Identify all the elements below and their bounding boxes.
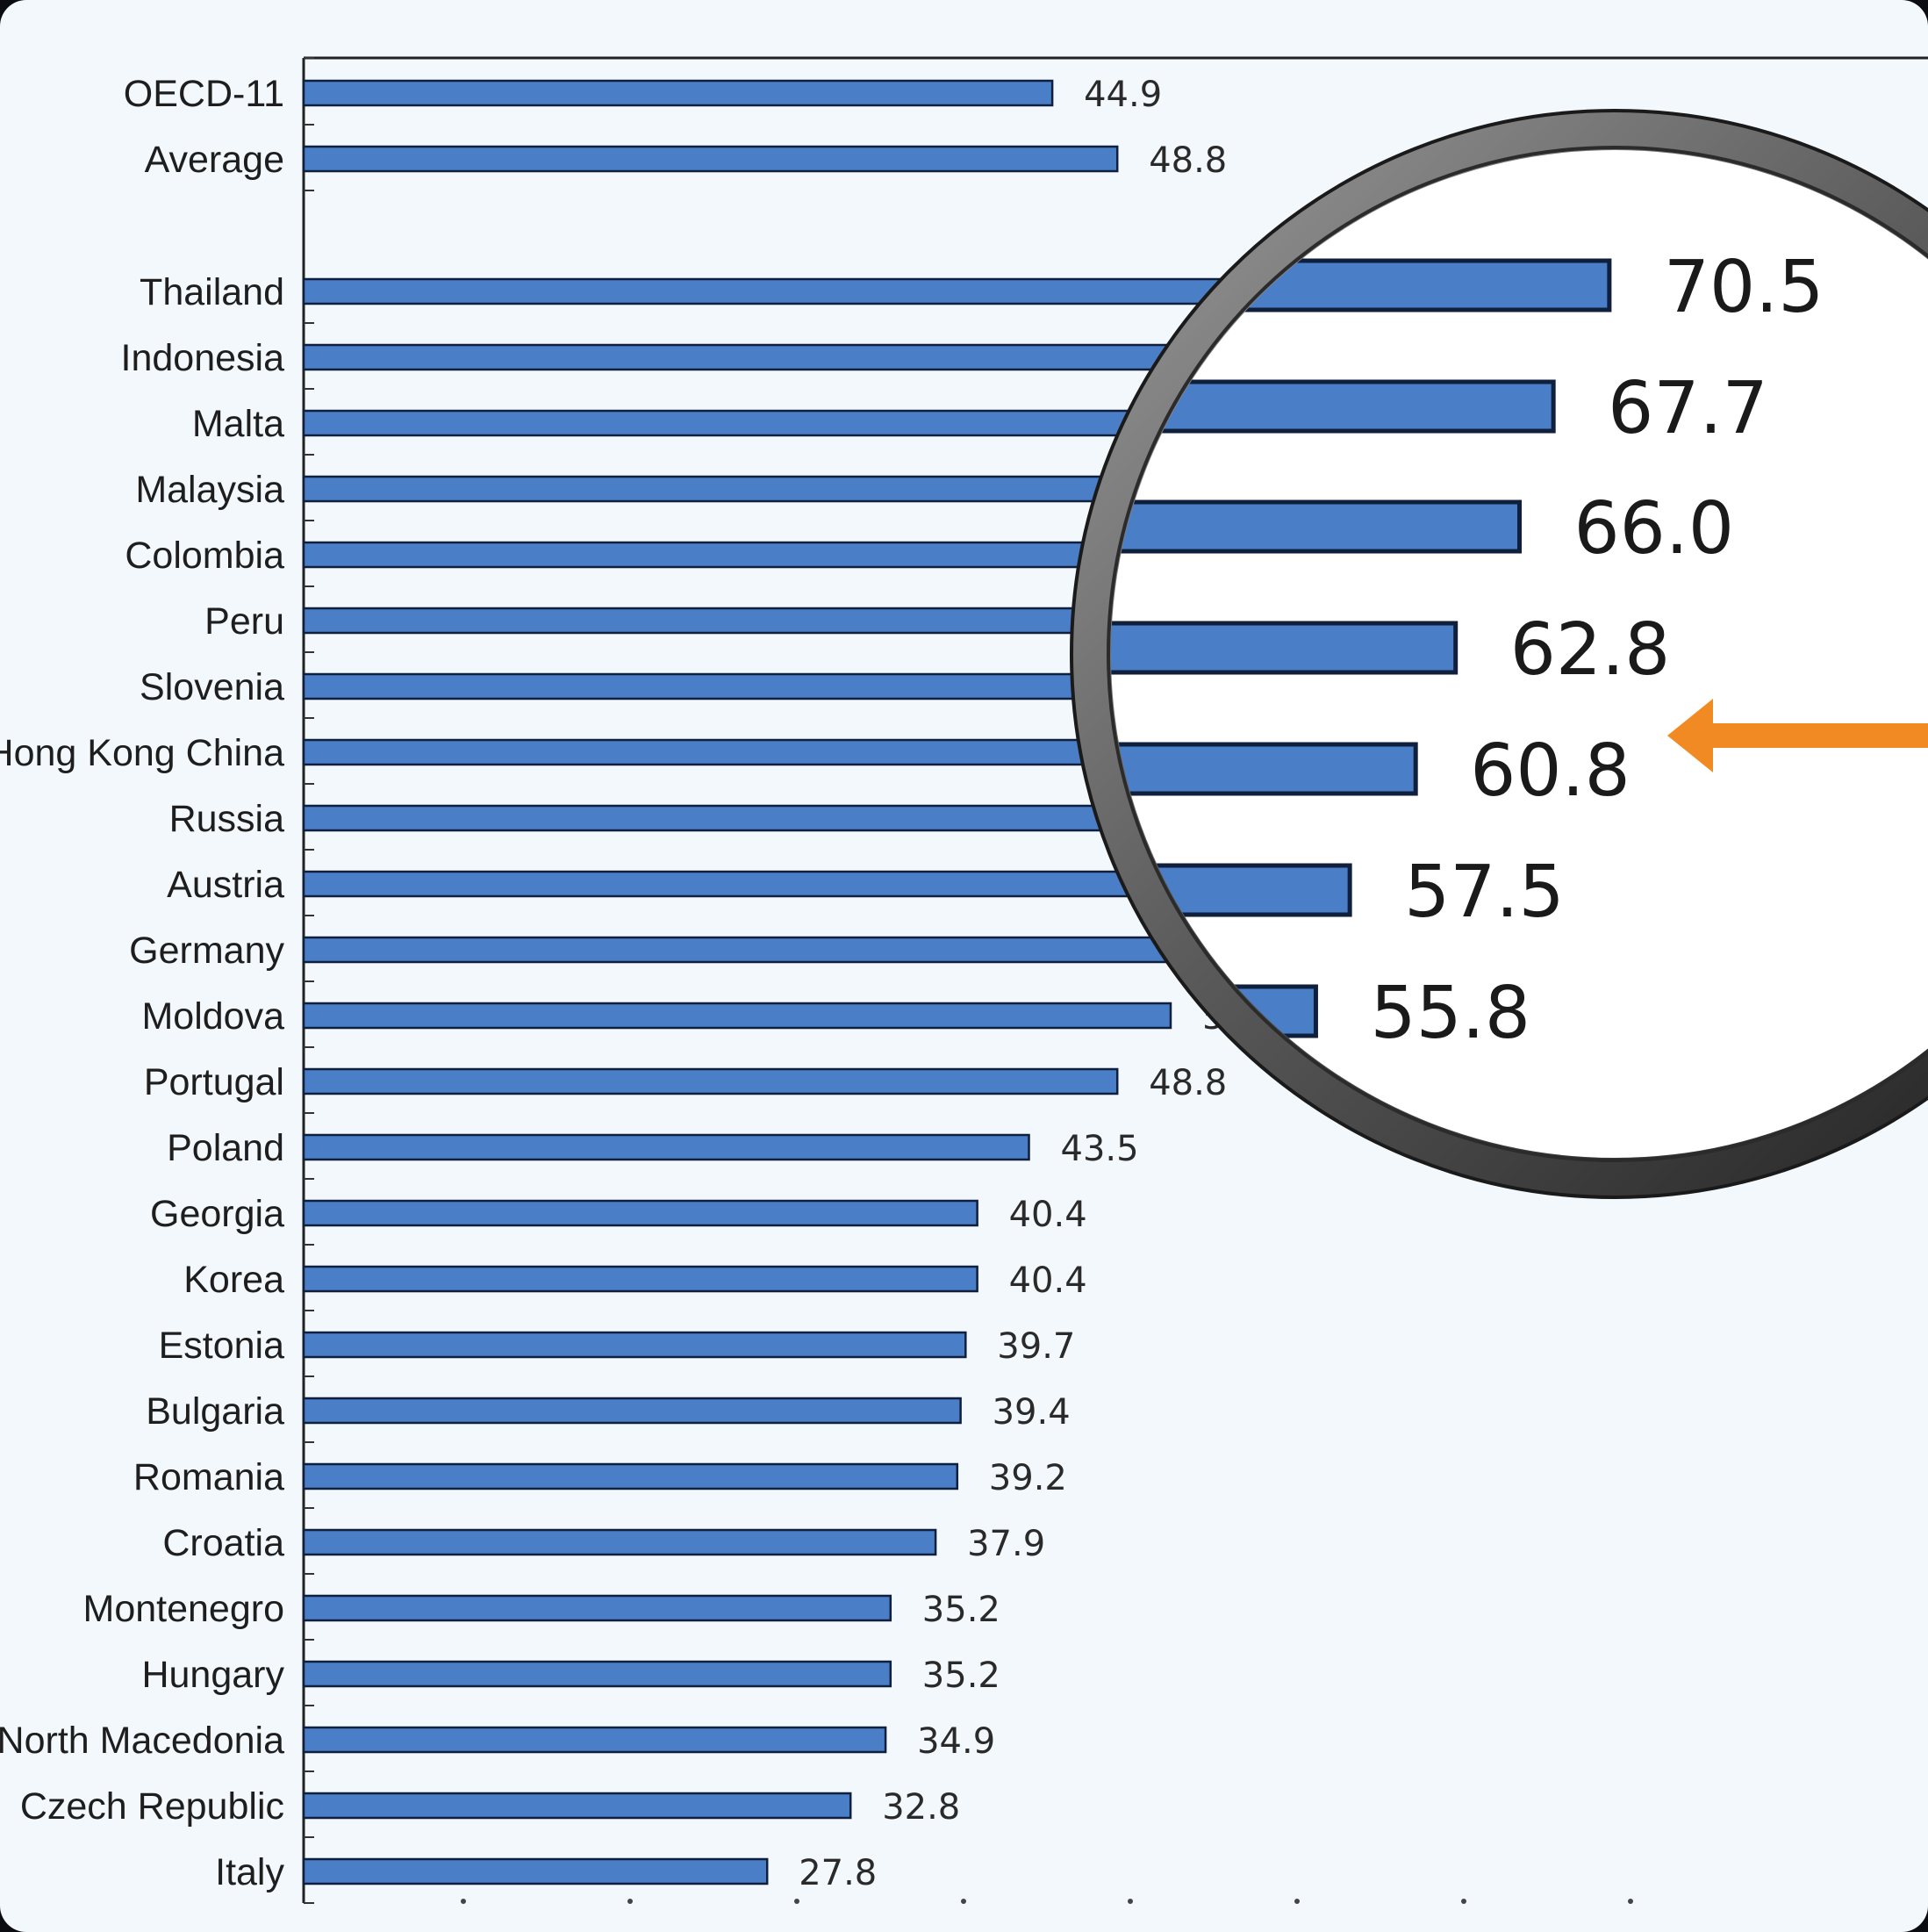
value-label-average: 48.8 bbox=[1149, 140, 1227, 181]
bar-austria bbox=[302, 870, 1186, 898]
category-label-romania: Romania bbox=[133, 1456, 284, 1498]
zoom-value-label: 60.8 bbox=[1470, 729, 1631, 813]
arrow-shaft bbox=[1698, 723, 1928, 748]
x-axis-tick bbox=[1628, 1899, 1633, 1904]
bar-georgia bbox=[302, 1199, 978, 1227]
x-axis-tick bbox=[461, 1899, 466, 1904]
category-label-portugal: Portugal bbox=[144, 1061, 284, 1103]
value-label-korea: 40.4 bbox=[1009, 1260, 1087, 1301]
category-label-malta: Malta bbox=[192, 403, 284, 445]
zoom-bar bbox=[1110, 499, 1522, 554]
value-label-north-macedonia: 34.9 bbox=[917, 1721, 995, 1762]
bar-montenegro bbox=[302, 1594, 892, 1622]
zoom-value-label: 55.8 bbox=[1370, 972, 1530, 1055]
value-label-hungary: 35.2 bbox=[922, 1655, 1000, 1696]
category-label-germany: Germany bbox=[129, 930, 284, 972]
value-label-montenegro: 35.2 bbox=[922, 1590, 1000, 1630]
x-axis-tick bbox=[1128, 1899, 1133, 1904]
value-label-estonia: 39.7 bbox=[997, 1326, 1075, 1367]
category-label-korea: Korea bbox=[183, 1259, 284, 1301]
value-label-bulgaria: 39.4 bbox=[993, 1392, 1071, 1433]
lens-ring bbox=[1071, 110, 1928, 1198]
value-label-italy: 27.8 bbox=[799, 1853, 877, 1893]
category-label-russia: Russia bbox=[169, 798, 285, 840]
category-label-north-macedonia: North Macedonia bbox=[0, 1720, 284, 1762]
bar-portugal bbox=[302, 1067, 1119, 1095]
zoom-value-label: 66.0 bbox=[1574, 487, 1735, 571]
category-label-oecd-11: OECD-11 bbox=[124, 73, 284, 115]
bar-croatia bbox=[302, 1528, 937, 1556]
zoom-bar bbox=[1110, 621, 1459, 675]
bar-estonia bbox=[302, 1331, 967, 1359]
value-label-romania: 39.2 bbox=[989, 1458, 1067, 1498]
bar-average bbox=[302, 145, 1119, 173]
bar-north-macedonia bbox=[302, 1726, 887, 1754]
bar-germany bbox=[302, 936, 1172, 964]
arrow-head bbox=[1667, 699, 1713, 772]
category-label-thailand: Thailand bbox=[140, 271, 284, 313]
category-label-austria: Austria bbox=[167, 864, 284, 906]
category-label-georgia: Georgia bbox=[150, 1193, 284, 1235]
bar-moldova bbox=[302, 1002, 1172, 1030]
value-label-portugal: 48.8 bbox=[1149, 1063, 1227, 1103]
highlight-arrow bbox=[1667, 699, 1928, 772]
category-label-czech-republic: Czech Republic bbox=[20, 1785, 284, 1828]
arrow-layer bbox=[1667, 699, 1928, 772]
x-axis-tick bbox=[961, 1899, 966, 1904]
value-label-oecd-11: 44.9 bbox=[1084, 75, 1162, 115]
bar-bulgaria bbox=[302, 1397, 962, 1425]
bar-russia bbox=[302, 804, 1197, 832]
bar-italy bbox=[302, 1857, 769, 1885]
category-label-peru: Peru bbox=[204, 600, 284, 643]
category-label-montenegro: Montenegro bbox=[83, 1588, 285, 1630]
bar-czech-republic bbox=[302, 1792, 852, 1820]
lens-ring-outer-edge bbox=[1070, 109, 1928, 1199]
zoom-bar bbox=[1110, 742, 1418, 796]
zoom-value-label: 57.5 bbox=[1404, 851, 1565, 934]
value-label-georgia: 40.4 bbox=[1009, 1195, 1087, 1235]
x-axis-tick bbox=[794, 1899, 799, 1904]
category-label-slovenia: Slovenia bbox=[140, 666, 284, 708]
bar-hungary bbox=[302, 1660, 892, 1688]
x-axis-tick bbox=[1461, 1899, 1466, 1904]
category-label-moldova: Moldova bbox=[141, 995, 284, 1038]
value-label-croatia: 37.9 bbox=[967, 1524, 1045, 1564]
x-axis-tick bbox=[1294, 1899, 1300, 1904]
category-label-poland: Poland bbox=[167, 1127, 284, 1169]
zoom-value-label: 62.8 bbox=[1510, 608, 1671, 692]
lens-ring-inner-edge bbox=[1107, 146, 1928, 1162]
category-label-bulgaria: Bulgaria bbox=[146, 1390, 284, 1433]
zoom-value-label: 70.5 bbox=[1664, 246, 1824, 329]
lens-content: 70.5 67.7 66.0 62.8 60.8 57.5 55.8 bbox=[1110, 246, 1824, 1055]
bar-korea bbox=[302, 1265, 978, 1293]
bars-layer bbox=[302, 79, 1480, 1885]
category-label-colombia: Colombia bbox=[125, 535, 284, 577]
zoom-value-label: 67.7 bbox=[1608, 367, 1768, 450]
category-label-indonesia: Indonesia bbox=[121, 337, 285, 379]
category-label-italy: Italy bbox=[215, 1851, 284, 1893]
bar-romania bbox=[302, 1462, 959, 1490]
value-label-poland: 43.5 bbox=[1061, 1129, 1139, 1169]
labels-layer: OECD-11 44.9 Average 48.8 Thailand Indonesia M… bbox=[0, 73, 1247, 1893]
bar-oecd-11 bbox=[302, 79, 1054, 107]
x-axis-tick bbox=[627, 1899, 633, 1904]
bar-hong-kong-china bbox=[302, 738, 1222, 766]
category-label-malaysia: Malaysia bbox=[135, 469, 284, 511]
value-label-czech-republic: 32.8 bbox=[882, 1787, 960, 1828]
category-label-hungary: Hungary bbox=[141, 1654, 284, 1696]
category-label-estonia: Estonia bbox=[159, 1325, 285, 1367]
category-label-hong-kong-china: Hong Kong China bbox=[0, 732, 284, 774]
category-label-croatia: Croatia bbox=[162, 1522, 284, 1564]
category-label-average: Average bbox=[145, 139, 284, 181]
bar-poland bbox=[302, 1133, 1030, 1161]
magnifier-lens: 70.5 67.7 66.0 62.8 60.8 57.5 55.8 bbox=[1070, 109, 1928, 1199]
